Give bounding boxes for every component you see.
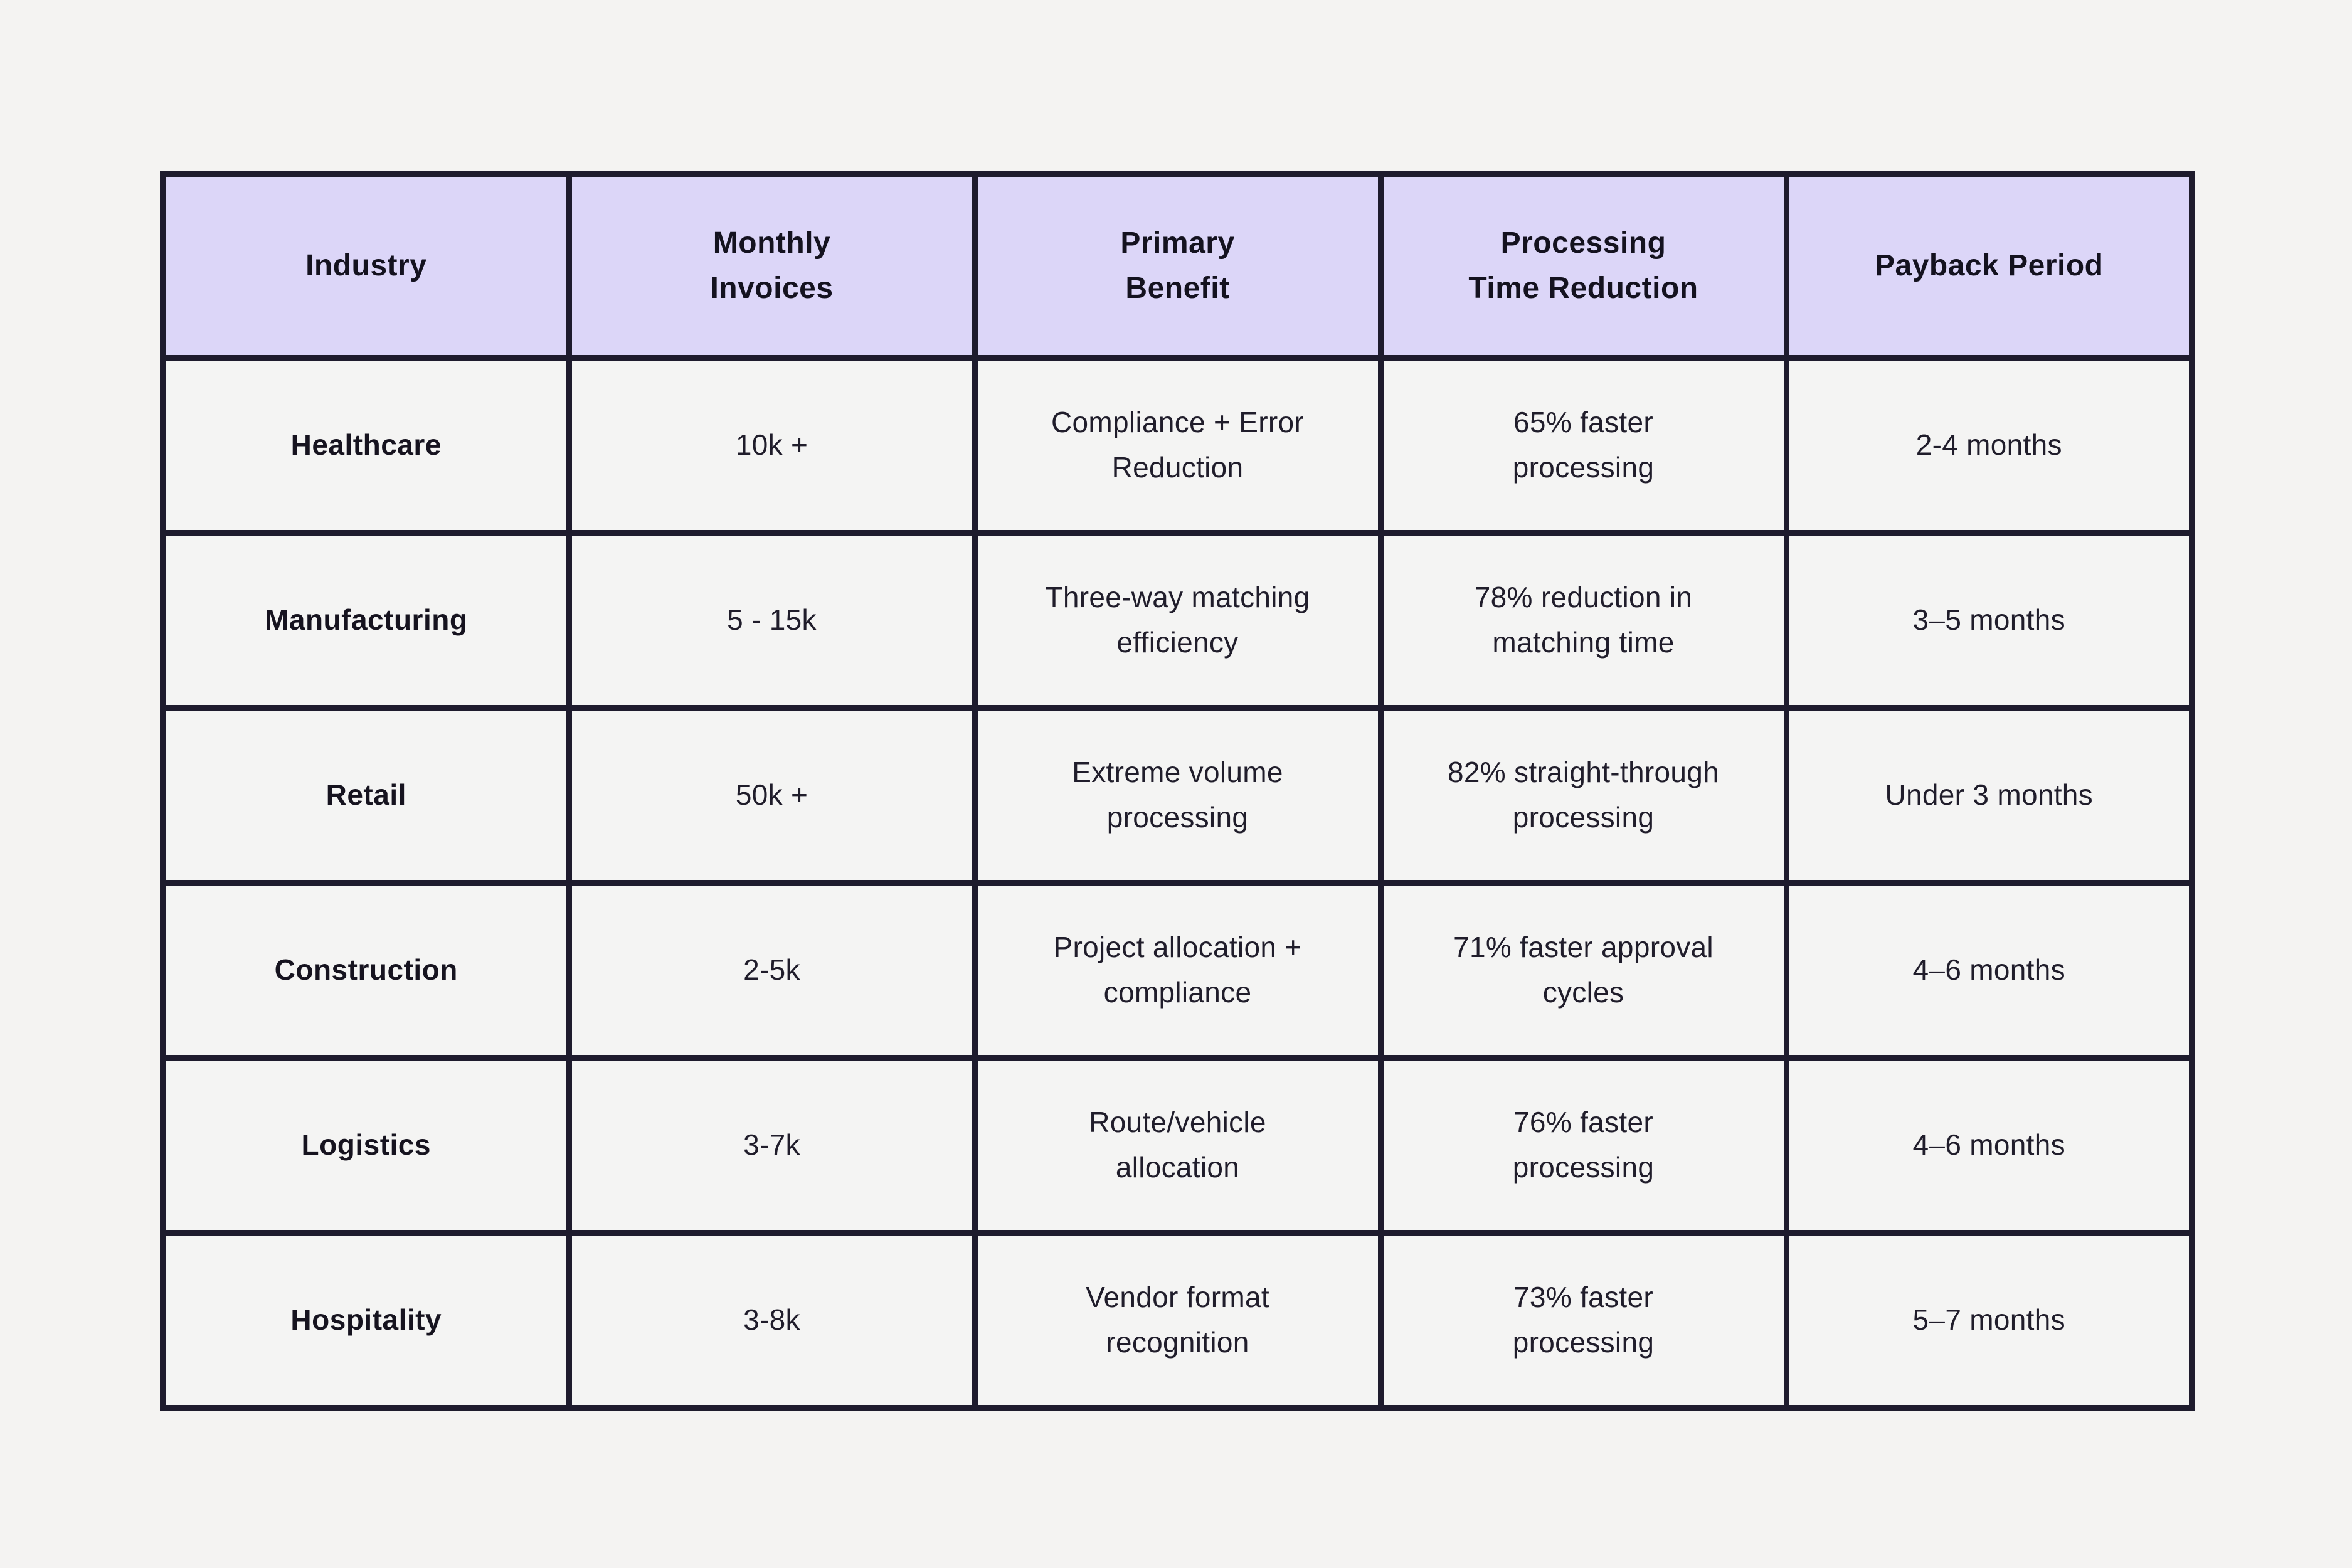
column-header-primary-benefit: Primary Benefit	[972, 171, 1384, 361]
industry-cell: Manufacturing	[160, 529, 572, 711]
primary-benefit-cell: Compliance + Error Reduction	[972, 354, 1384, 536]
industry-cell: Healthcare	[160, 354, 572, 536]
primary-benefit-cell: Project allocation + compliance	[972, 879, 1384, 1061]
payback-period-cell: Under 3 months	[1783, 704, 2195, 886]
column-header-payback-period: Payback Period	[1783, 171, 2195, 361]
payback-period-cell: 2-4 months	[1783, 354, 2195, 536]
column-header-industry: Industry	[160, 171, 572, 361]
payback-period-cell: 5–7 months	[1783, 1229, 2195, 1411]
table-row: Construction 2-5k Project allocation + c…	[160, 879, 2195, 1061]
primary-benefit-cell: Three-way matching efficiency	[972, 529, 1384, 711]
monthly-invoices-cell: 50k +	[566, 704, 978, 886]
monthly-invoices-cell: 5 - 15k	[566, 529, 978, 711]
payback-period-cell: 4–6 months	[1783, 1054, 2195, 1236]
primary-benefit-cell: Route/vehicle allocation	[972, 1054, 1384, 1236]
primary-benefit-cell: Vendor format recognition	[972, 1229, 1384, 1411]
industry-cell: Construction	[160, 879, 572, 1061]
payback-period-cell: 4–6 months	[1783, 879, 2195, 1061]
table-row: Logistics 3-7k Route/vehicle allocation …	[160, 1054, 2195, 1236]
monthly-invoices-cell: 10k +	[566, 354, 978, 536]
monthly-invoices-cell: 2-5k	[566, 879, 978, 1061]
column-header-processing-time-reduction: Processing Time Reduction	[1377, 171, 1789, 361]
table-row: Hospitality 3-8k Vendor format recogniti…	[160, 1229, 2195, 1411]
table-row: Retail 50k + Extreme volume processing 8…	[160, 704, 2195, 886]
payback-period-cell: 3–5 months	[1783, 529, 2195, 711]
industry-comparison-table: Industry Monthly Invoices Primary Benefi…	[160, 171, 2195, 1411]
processing-time-reduction-cell: 76% faster processing	[1377, 1054, 1789, 1236]
header-row: Industry Monthly Invoices Primary Benefi…	[160, 171, 2195, 361]
processing-time-reduction-cell: 65% faster processing	[1377, 354, 1789, 536]
industry-cell: Retail	[160, 704, 572, 886]
table-row: Healthcare 10k + Compliance + Error Redu…	[160, 354, 2195, 536]
monthly-invoices-cell: 3-8k	[566, 1229, 978, 1411]
monthly-invoices-cell: 3-7k	[566, 1054, 978, 1236]
processing-time-reduction-cell: 78% reduction in matching time	[1377, 529, 1789, 711]
primary-benefit-cell: Extreme volume processing	[972, 704, 1384, 886]
processing-time-reduction-cell: 82% straight-through processing	[1377, 704, 1789, 886]
industry-cell: Logistics	[160, 1054, 572, 1236]
industry-cell: Hospitality	[160, 1229, 572, 1411]
column-header-monthly-invoices: Monthly Invoices	[566, 171, 978, 361]
processing-time-reduction-cell: 73% faster processing	[1377, 1229, 1789, 1411]
processing-time-reduction-cell: 71% faster approval cycles	[1377, 879, 1789, 1061]
table-row: Manufacturing 5 - 15k Three-way matching…	[160, 529, 2195, 711]
